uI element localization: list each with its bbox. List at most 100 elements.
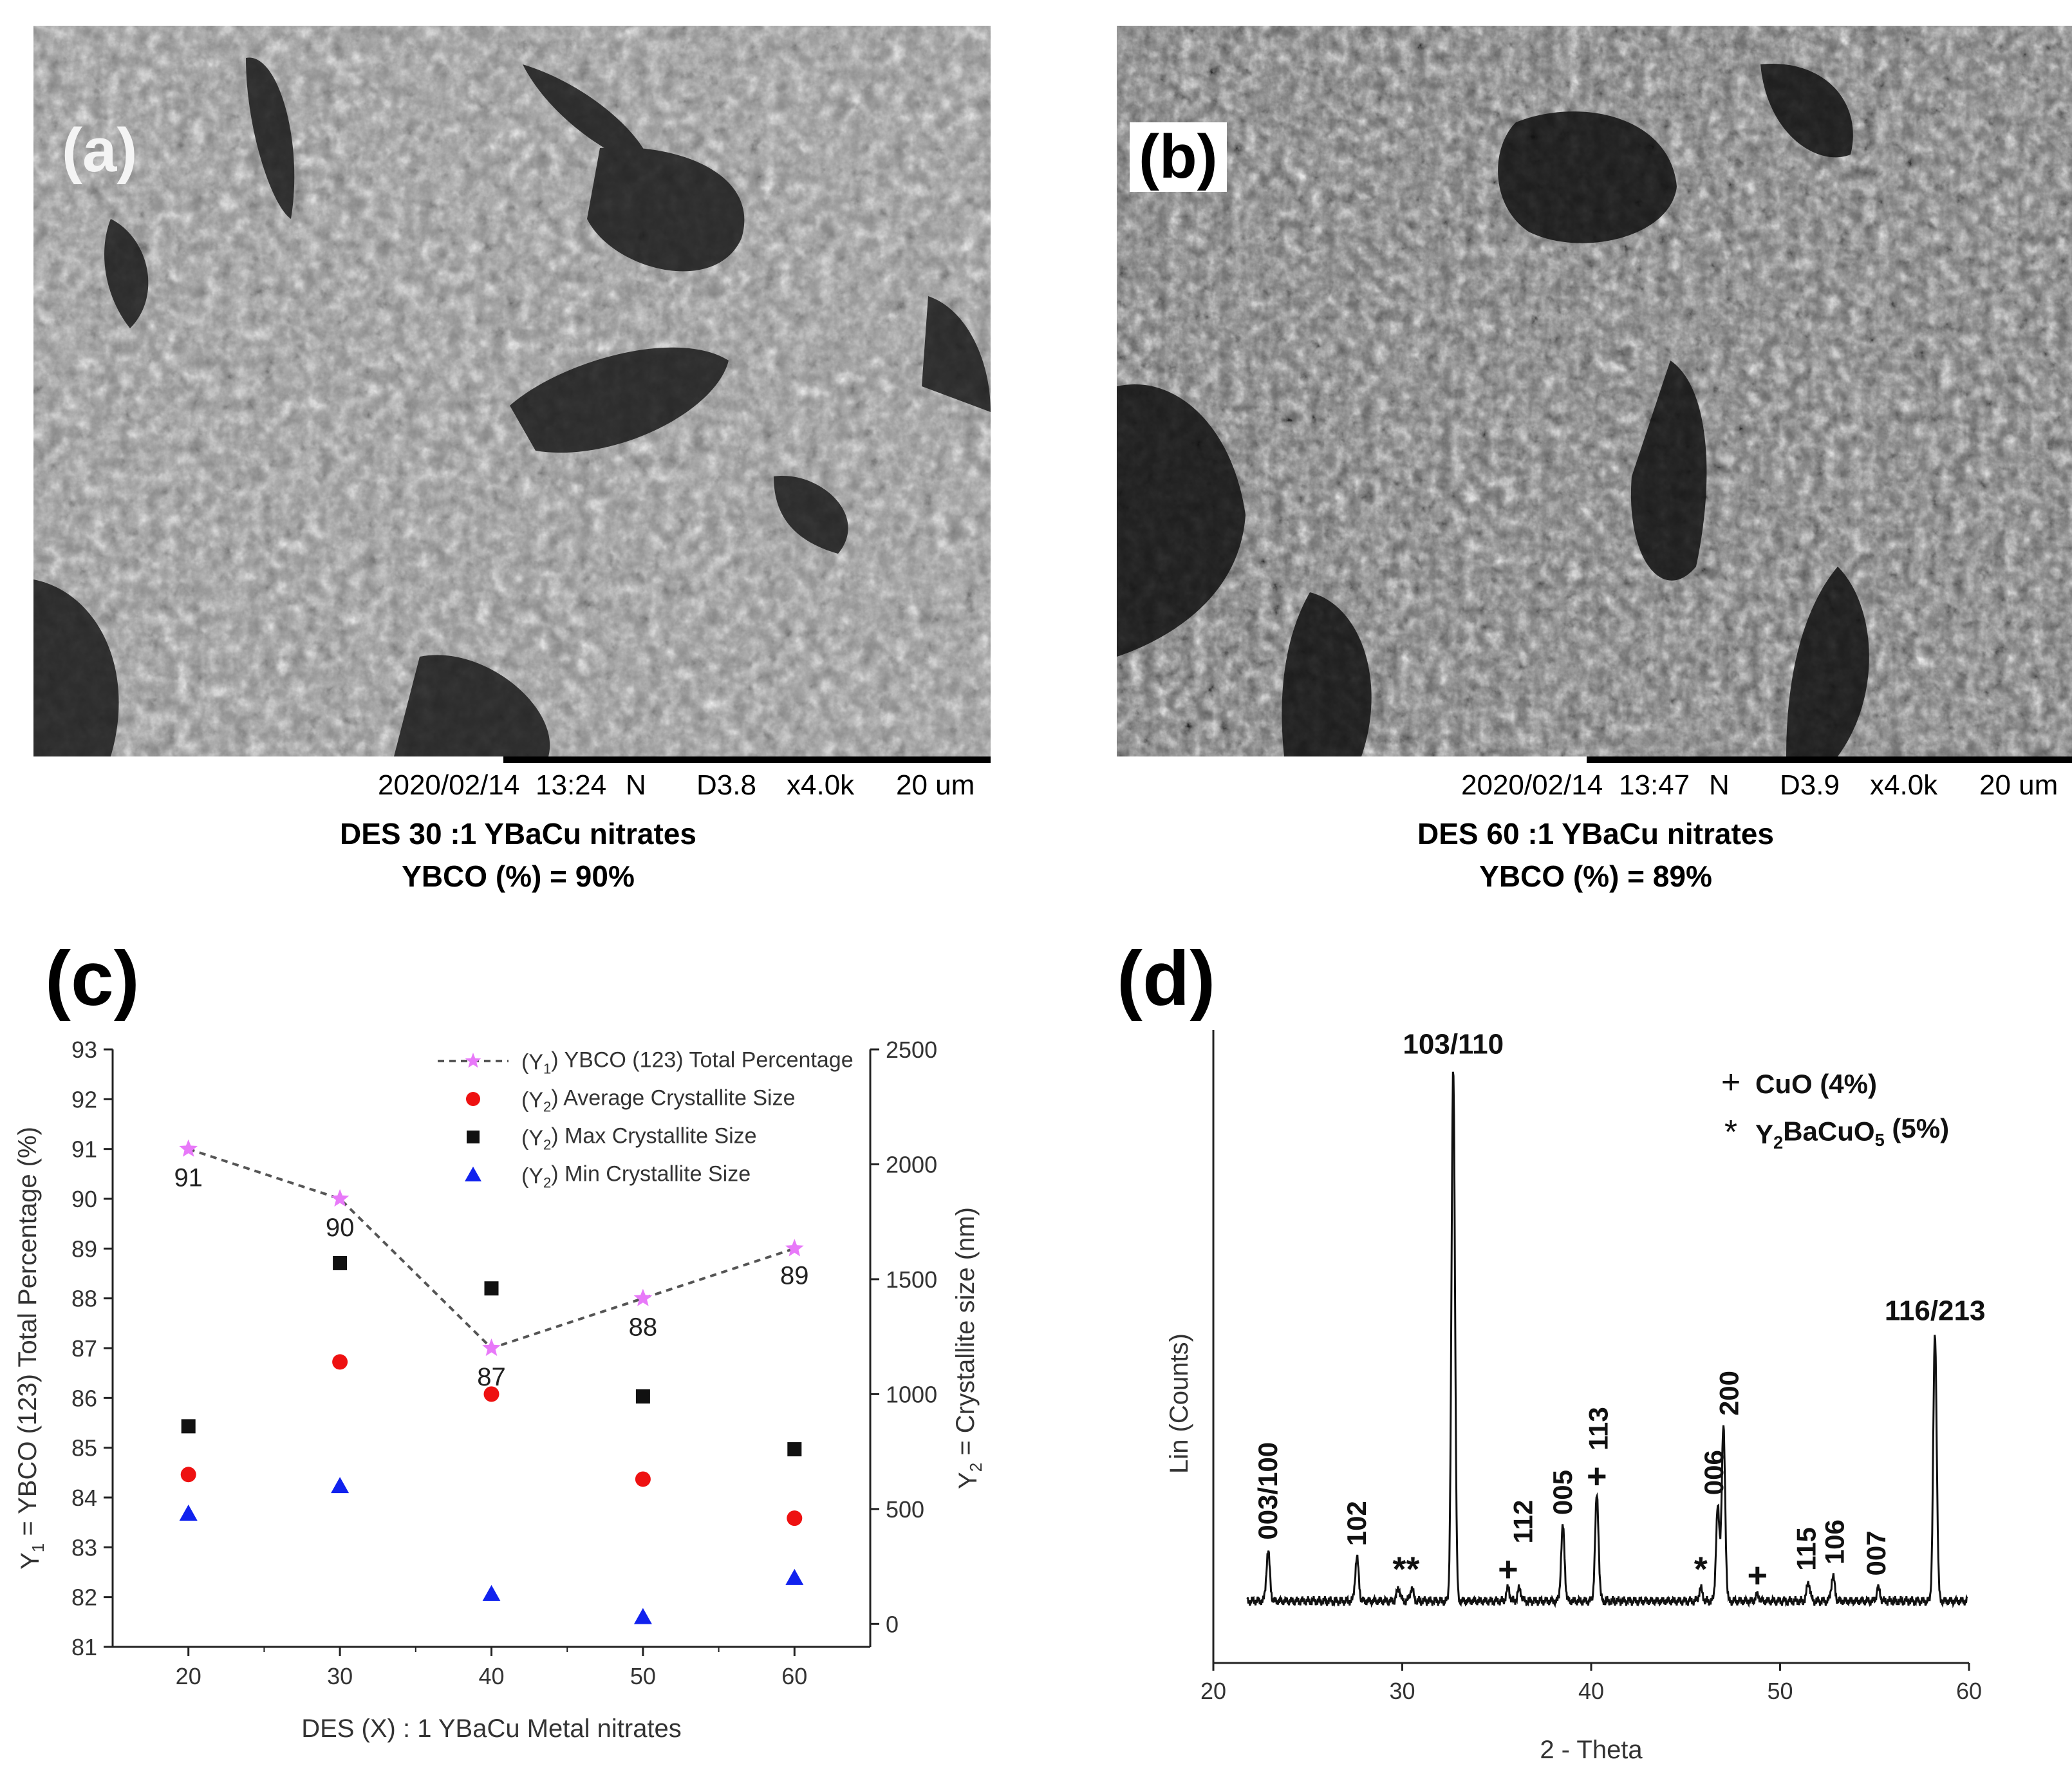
chart-d: 20 30 40 50 60 2 - Theta Lin (Counts) 003/100 10… [1165,1029,1986,1764]
phase-marker: ** [1392,1550,1419,1588]
sem-image-b: (b) [1117,26,2072,756]
panel-b: (b) 2020/02/14 13:47 N D3.9 x4.0k 20 um … [1036,0,2072,914]
max-crystallite-point [635,1389,650,1404]
legend-entry-label: (Y1) YBCO (123) Total Percentage [521,1047,854,1076]
caption-b-line1: DES 60 :1 YBaCu nitrates [1417,817,1774,850]
y-left-axis-title: Y1 = YBCO (123) Total Percentage (%) [14,1127,48,1570]
peak-label: 007 [1861,1530,1891,1575]
legend-circle-icon [466,1092,480,1106]
min-crystallite-point [785,1568,804,1585]
phase-marker: * [1694,1550,1708,1588]
left-tick-label: 91 [71,1136,97,1163]
right-tick-label: 1000 [886,1381,937,1407]
legend-entry-label: (Y2) Min Crystallite Size [521,1161,751,1190]
caption-b: DES 60 :1 YBaCu nitrates YBCO (%) = 89% [1113,812,2072,897]
info-time-b: 13:47 [1619,769,1690,801]
phase-marker: + [1587,1457,1607,1496]
x-tick-label: 50 [630,1663,656,1689]
caption-b-line2: YBCO (%) = 89% [1479,859,1712,893]
sem-info-bar-a: 2020/02/14 13:24 N D3.8 x4.0k 20 um [33,756,991,814]
ybco-percentage-point [330,1189,350,1207]
left-tick-label: 89 [71,1235,97,1262]
sem-image-a: (a) [33,26,991,756]
x-axis-title: DES (X) : 1 YBaCu Metal nitrates [301,1714,682,1743]
legend-d: + CuO (4%) * Y2BaCuO5 (5%) [1721,1064,1949,1152]
y-right-axis-title: Y2 = Crystallite size (nm) [951,1207,985,1489]
info-mode-a: N [626,769,646,801]
min-crystallite-point [331,1477,350,1494]
panel-d-label: (d) [1117,935,1216,1022]
left-tick-label: 87 [71,1335,97,1362]
legend-triangle-icon [465,1167,481,1181]
legend-symbol: + [1721,1064,1741,1101]
peak-label: 005 [1547,1470,1578,1515]
panel-a-label: (a) [62,116,138,185]
avg-crystallite-point [180,1467,196,1483]
ybco-percentage-point [179,1139,198,1157]
x-tick-label: 30 [1389,1678,1415,1704]
caption-a-line2: YBCO (%) = 90% [402,859,635,893]
scale-bar-b [1587,756,2072,763]
caption-a: DES 30 :1 YBaCu nitrates YBCO (%) = 90% [35,812,1001,897]
info-wd-a: D3.8 [696,769,756,801]
info-mag-a: x4.0k [787,769,855,801]
peak-label: 115 [1791,1527,1822,1571]
peak-label: 106 [1820,1519,1850,1564]
left-tick-label: 86 [71,1385,97,1411]
legend-entry-label: (Y2) Max Crystallite Size [521,1123,757,1152]
left-tick-label: 93 [71,1037,97,1063]
phase-marker: + [1748,1556,1768,1595]
avg-crystallite-point [483,1386,499,1402]
legend-entry-label: (Y2) Average Crystallite Size [521,1085,796,1114]
ybco-percentage-point [785,1239,804,1257]
legend-star-icon [465,1053,481,1068]
legend-square-icon [467,1131,480,1143]
peak-label: 116/213 [1885,1295,1986,1327]
min-crystallite-point [482,1584,501,1601]
x-tick-label: 60 [781,1663,807,1689]
phase-marker: + [1498,1550,1518,1588]
x-tick-label: 40 [478,1663,504,1689]
sem-info-bar-b: 2020/02/14 13:47 N D3.9 x4.0k 20 um [1117,756,2072,814]
legend-symbol: * [1724,1114,1737,1151]
right-tick-label: 0 [886,1611,899,1637]
peak-label: 112 [1507,1500,1538,1544]
y-axis-title: Lin (Counts) [1165,1333,1193,1474]
x-tick-label: 20 [1200,1678,1226,1704]
caption-a-line1: DES 30 :1 YBaCu nitrates [340,817,696,850]
info-wd-b: D3.9 [1780,769,1840,801]
avg-crystallite-point [332,1354,348,1370]
right-tick-label: 2000 [886,1151,937,1178]
left-tick-label: 85 [71,1435,97,1461]
left-tick-label: 88 [71,1286,97,1312]
info-time-a: 13:24 [536,769,607,801]
ybco-percentage-data-label: 90 [326,1214,355,1242]
ybco-percentage-data-label: 89 [780,1261,809,1290]
info-mode-b: N [1709,769,1730,801]
ybco-percentage-data-label: 88 [629,1313,658,1342]
x-tick-label: 20 [176,1663,201,1689]
peak-label: 003/100 [1253,1442,1283,1540]
left-tick-label: 92 [71,1086,97,1113]
peak-label: 006 [1699,1450,1729,1495]
legend-entry-label: Y2BaCuO5 (5%) [1755,1113,1949,1152]
left-tick-label: 90 [71,1186,97,1212]
max-crystallite-point [484,1281,499,1296]
x-tick-label: 40 [1578,1678,1604,1704]
peak-label: 200 [1713,1371,1744,1416]
ybco-percentage-point [633,1288,653,1306]
max-crystallite-point [787,1442,802,1457]
x-tick-label: 60 [1956,1678,1982,1704]
legend-entry-label: CuO (4%) [1755,1069,1877,1099]
x-tick-label: 30 [327,1663,353,1689]
x-axis-title: 2 - Theta [1540,1736,1643,1764]
x-tick-label: 50 [1767,1678,1793,1704]
panel-b-label: (b) [1130,122,1227,192]
peak-label: 102 [1341,1501,1372,1546]
ybco-percentage-data-label: 91 [174,1164,203,1192]
info-scale-b: 20 um [1979,769,2058,801]
max-crystallite-point [333,1255,348,1270]
ybco-percentage-point [482,1338,501,1357]
avg-crystallite-point [635,1471,651,1487]
left-tick-label: 84 [71,1485,97,1511]
